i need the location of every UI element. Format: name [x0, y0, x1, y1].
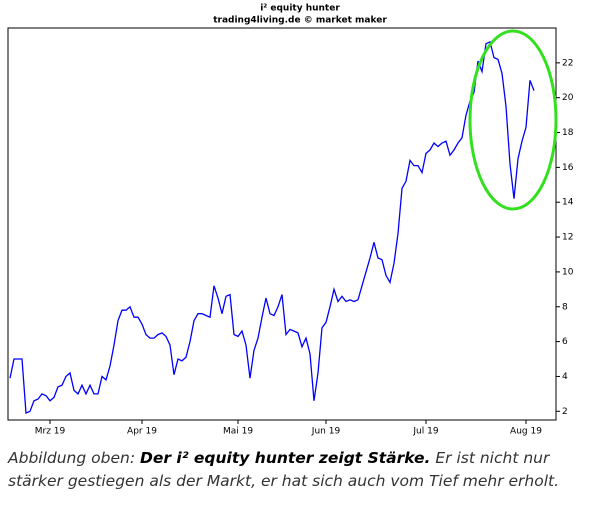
caption-body: Er ist nicht nur stärker gestiegen als d…: [8, 449, 560, 490]
y-tick-label: 20: [562, 93, 574, 103]
y-tick-label: 16: [562, 163, 574, 173]
plot-frame: [7, 27, 557, 421]
highlight-ellipse: [468, 29, 558, 211]
chart-title: i² equity hunter: [260, 4, 340, 14]
y-tick-label: 10: [562, 267, 574, 277]
y-tick-label: 22: [562, 58, 573, 68]
y-tick-label: 12: [562, 233, 573, 243]
marks: 2 4 6 8 10 12 14 16 18 20 22 Mrz 19 Apr 19 Mai 19 Jun …: [9, 40, 574, 437]
x-tick-label: Mrz 19: [35, 427, 66, 437]
series-line: [9, 40, 535, 414]
y-tick-label: 14: [562, 198, 574, 208]
chart: i² equity hunter trading4living.de © mar…: [7, 4, 574, 437]
x-tick-label: Jul 19: [412, 427, 438, 437]
x-tick-label: Jun 19: [311, 427, 341, 437]
caption-headline: Der i² equity hunter zeigt Stärke.: [140, 449, 431, 467]
y-tick-label: 8: [562, 302, 568, 312]
y-tick-label: 4: [562, 372, 568, 382]
x-tick-label: Mai 19: [223, 427, 253, 437]
x-tick-label: Apr 19: [127, 427, 157, 437]
y-tick-label: 6: [562, 337, 568, 347]
chart-subtitle: trading4living.de © market maker: [213, 16, 387, 26]
y-tick-label: 2: [562, 407, 568, 417]
y-tick-label: 18: [562, 128, 574, 138]
caption: Abbildung oben: Der i² equity hunter zei…: [8, 447, 596, 493]
caption-label: Abbildung oben:: [8, 449, 136, 467]
x-tick-label: Aug 19: [510, 427, 542, 437]
